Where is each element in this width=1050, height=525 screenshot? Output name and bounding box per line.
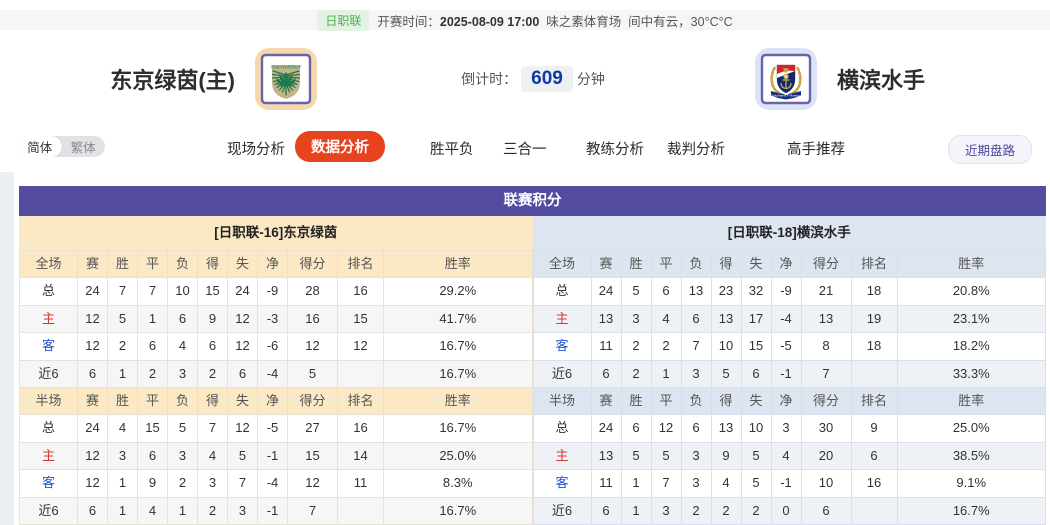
- svg-text:Yokohama F·Marinos: Yokohama F·Marinos: [771, 94, 801, 98]
- svg-text:TOKYOVERDY: TOKYOVERDY: [271, 65, 302, 70]
